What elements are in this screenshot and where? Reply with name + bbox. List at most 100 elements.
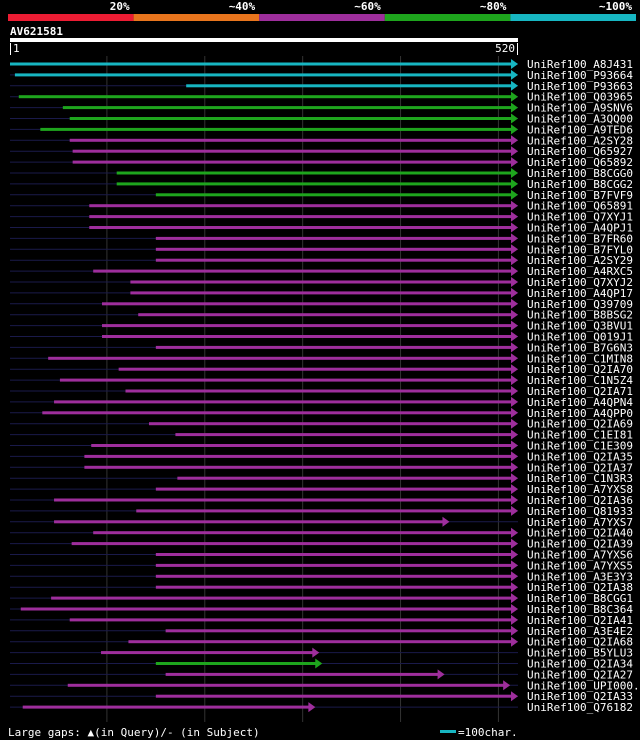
hit-row[interactable]: UniRef100_B7FR60 [10, 232, 633, 245]
hit-label[interactable]: UniRef100_A4RXC5 [527, 265, 633, 278]
hit-label[interactable]: UniRef100_A4QPP0 [527, 407, 633, 420]
hit-label[interactable]: UniRef100_C1EI81 [527, 429, 633, 442]
hit-row[interactable]: UniRef100_Q2IA37 [10, 461, 633, 474]
hit-label[interactable]: UniRef100_C1E309 [527, 440, 633, 453]
hit-row[interactable]: UniRef100_Q76182 [10, 701, 633, 714]
hit-row[interactable]: UniRef100_A7YXS6 [10, 549, 633, 562]
hit-label[interactable]: UniRef100_A4QP17 [527, 287, 633, 300]
hit-label[interactable]: UniRef100_B8CGG1 [527, 592, 633, 605]
hit-row[interactable]: UniRef100_Q03965 [10, 91, 633, 104]
hit-row[interactable]: UniRef100_UPI000.. [10, 679, 640, 692]
hit-row[interactable]: UniRef100_B5YLU3 [10, 647, 633, 660]
hit-row[interactable]: UniRef100_Q7XYJ2 [10, 276, 633, 289]
hit-row[interactable]: UniRef100_Q65892 [10, 156, 633, 169]
hit-label[interactable]: UniRef100_A3QQ00 [527, 113, 633, 126]
hit-label[interactable]: UniRef100_B7G6N3 [527, 341, 633, 354]
hit-label[interactable]: UniRef100_Q2IA70 [527, 363, 633, 376]
hit-row[interactable]: UniRef100_A3E3Y3 [10, 570, 633, 583]
hit-row[interactable]: UniRef100_C1N5Z4 [10, 374, 633, 387]
hit-row[interactable]: UniRef100_A4QPN4 [10, 396, 633, 409]
hit-label[interactable]: UniRef100_C1MIN8 [527, 352, 633, 365]
hit-row[interactable]: UniRef100_A7YXS7 [10, 516, 633, 529]
hit-row[interactable]: UniRef100_A2SY28 [10, 134, 633, 147]
hit-label[interactable]: UniRef100_A2SY29 [527, 254, 633, 267]
hit-row[interactable]: UniRef100_Q019J1 [10, 331, 633, 344]
hit-row[interactable]: UniRef100_B8BSG2 [10, 309, 633, 322]
hit-row[interactable]: UniRef100_Q39709 [10, 298, 633, 311]
hit-row[interactable]: UniRef100_Q65891 [10, 200, 633, 213]
hit-label[interactable]: UniRef100_A4QPJ1 [527, 222, 633, 235]
hit-label[interactable]: UniRef100_A9TED6 [527, 123, 633, 136]
hit-row[interactable]: UniRef100_C1MIN8 [10, 352, 633, 365]
hit-label[interactable]: UniRef100_Q65927 [527, 145, 633, 158]
hit-label[interactable]: UniRef100_Q65891 [527, 200, 633, 213]
hit-row[interactable]: UniRef100_Q2IA33 [10, 690, 633, 703]
hit-row[interactable]: UniRef100_A4RXC5 [10, 265, 633, 278]
hit-label[interactable]: UniRef100_Q81933 [527, 505, 633, 518]
hit-label[interactable]: UniRef100_A7YXS6 [527, 549, 633, 562]
hit-row[interactable]: UniRef100_Q2IA70 [10, 363, 633, 376]
hit-label[interactable]: UniRef100_A7YXS7 [527, 516, 633, 529]
hit-label[interactable]: UniRef100_Q7XYJ1 [527, 211, 633, 224]
hit-row[interactable]: UniRef100_B8C364 [10, 603, 633, 616]
hit-row[interactable]: UniRef100_B7FVF9 [10, 189, 633, 202]
hit-label[interactable]: UniRef100_A8J431 [527, 58, 633, 71]
hit-label[interactable]: UniRef100_Q2IA34 [527, 658, 633, 671]
hit-label[interactable]: UniRef100_A9SNV6 [527, 102, 633, 115]
hit-row[interactable]: UniRef100_A3E4E2 [10, 625, 633, 638]
hit-row[interactable]: UniRef100_Q7XYJ1 [10, 211, 633, 224]
hit-label[interactable]: UniRef100_UPI000.. [527, 679, 640, 692]
hit-row[interactable]: UniRef100_A3QQ00 [10, 113, 633, 126]
hit-row[interactable]: UniRef100_A4QPP0 [10, 407, 633, 420]
hit-row[interactable]: UniRef100_Q2IA39 [10, 538, 633, 551]
hit-label[interactable]: UniRef100_B8BSG2 [527, 309, 633, 322]
hit-label[interactable]: UniRef100_P93663 [527, 80, 633, 93]
hit-label[interactable]: UniRef100_Q7XYJ2 [527, 276, 633, 289]
hit-label[interactable]: UniRef100_B8C364 [527, 603, 633, 616]
hit-row[interactable]: UniRef100_B8CGG0 [10, 167, 633, 180]
hit-row[interactable]: UniRef100_Q2IA36 [10, 494, 633, 507]
hit-label[interactable]: UniRef100_Q2IA33 [527, 690, 633, 703]
hit-row[interactable]: UniRef100_A2SY29 [10, 254, 633, 267]
hit-label[interactable]: UniRef100_Q2IA69 [527, 418, 633, 431]
hit-label[interactable]: UniRef100_Q39709 [527, 298, 633, 311]
hit-row[interactable]: UniRef100_Q2IA40 [10, 527, 633, 540]
hit-label[interactable]: UniRef100_B7FR60 [527, 232, 633, 245]
hit-label[interactable]: UniRef100_Q2IA71 [527, 385, 633, 398]
hit-row[interactable]: UniRef100_A8J431 [10, 58, 633, 71]
hit-label[interactable]: UniRef100_A3E4E2 [527, 625, 633, 638]
hit-row[interactable]: UniRef100_Q2IA38 [10, 581, 633, 594]
hit-label[interactable]: UniRef100_Q65892 [527, 156, 633, 169]
hit-row[interactable]: UniRef100_P93664 [10, 69, 633, 82]
hit-row[interactable]: UniRef100_A4QPJ1 [10, 222, 633, 235]
hit-label[interactable]: UniRef100_Q2IA40 [527, 527, 633, 540]
hit-row[interactable]: UniRef100_P93663 [10, 80, 633, 93]
hit-label[interactable]: UniRef100_A7YXS8 [527, 483, 633, 496]
hit-label[interactable]: UniRef100_B8CGG0 [527, 167, 633, 180]
hit-row[interactable]: UniRef100_B7G6N3 [10, 341, 633, 354]
hit-label[interactable]: UniRef100_Q2IA68 [527, 636, 633, 649]
hit-label[interactable]: UniRef100_Q3BVU1 [527, 320, 633, 333]
hit-row[interactable]: UniRef100_B8CGG1 [10, 592, 633, 605]
hit-row[interactable]: UniRef100_Q65927 [10, 145, 633, 158]
hit-row[interactable]: UniRef100_A7YXS8 [10, 483, 633, 496]
hit-label[interactable]: UniRef100_Q2IA36 [527, 494, 633, 507]
hit-row[interactable]: UniRef100_Q3BVU1 [10, 320, 633, 333]
hit-label[interactable]: UniRef100_Q019J1 [527, 331, 633, 344]
hit-label[interactable]: UniRef100_C1N5Z4 [527, 374, 633, 387]
hit-row[interactable]: UniRef100_A9SNV6 [10, 102, 633, 115]
hit-row[interactable]: UniRef100_B8CGG2 [10, 178, 633, 191]
hit-row[interactable]: UniRef100_Q2IA27 [10, 668, 633, 681]
hit-row[interactable]: UniRef100_Q2IA34 [10, 658, 633, 671]
hit-label[interactable]: UniRef100_Q2IA35 [527, 450, 633, 463]
hit-label[interactable]: UniRef100_B5YLU3 [527, 647, 633, 660]
hit-row[interactable]: UniRef100_Q2IA41 [10, 614, 633, 627]
hit-label[interactable]: UniRef100_A4QPN4 [527, 396, 633, 409]
hit-row[interactable]: UniRef100_Q2IA35 [10, 450, 633, 463]
hit-row[interactable]: UniRef100_C1EI81 [10, 429, 633, 442]
hit-label[interactable]: UniRef100_C1N3R3 [527, 472, 633, 485]
hit-row[interactable]: UniRef100_A7YXS5 [10, 559, 633, 572]
hit-label[interactable]: UniRef100_A3E3Y3 [527, 570, 633, 583]
hit-row[interactable]: UniRef100_Q2IA69 [10, 418, 633, 431]
hit-label[interactable]: UniRef100_B7FYL0 [527, 243, 633, 256]
